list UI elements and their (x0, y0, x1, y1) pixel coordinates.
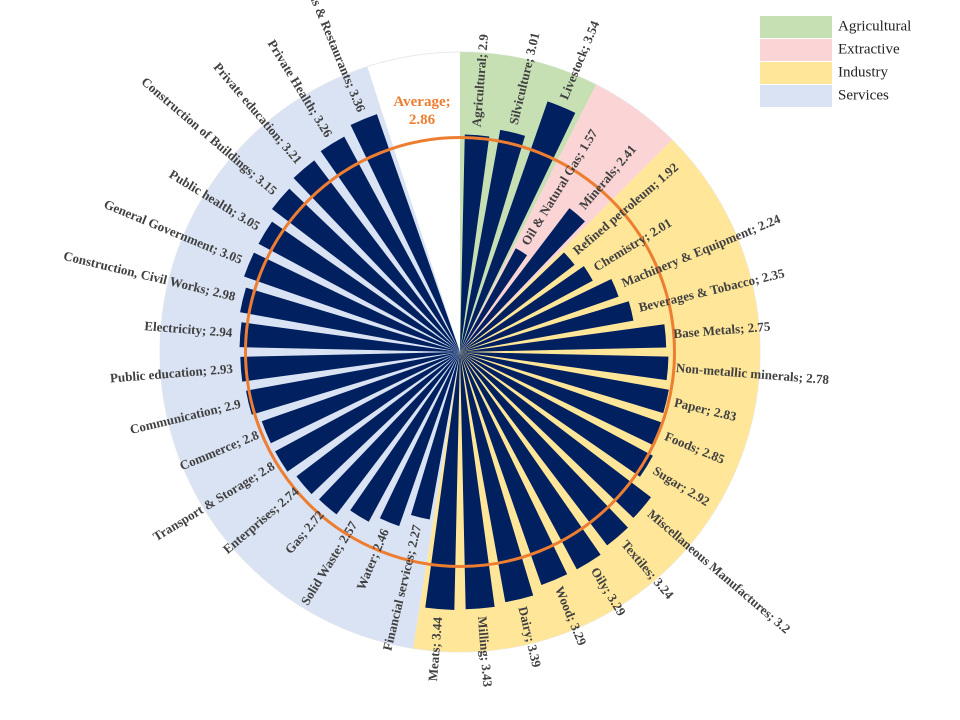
legend: Agricultural Extractive Industry Services (760, 16, 911, 107)
data-label: Electricity; 2.94 (144, 318, 233, 340)
bar (460, 101, 576, 352)
legend-swatch (760, 85, 832, 107)
data-label: Milling; 3.43 (475, 616, 496, 688)
average-label: Average; 2.86 (393, 94, 450, 128)
data-label: Miscellaneous Manufactures; 3.2 (645, 506, 794, 636)
bar (320, 136, 460, 352)
average-circle (244, 136, 676, 568)
bar (296, 352, 460, 495)
bar (293, 160, 460, 352)
average-label-line: 2.86 (409, 112, 436, 128)
bar (460, 266, 593, 352)
data-label: Agricultural; 2.9 (469, 33, 491, 128)
bar (245, 352, 460, 415)
bar (350, 114, 460, 353)
bar (244, 252, 460, 352)
bar (240, 287, 460, 352)
legend-label: Services (838, 87, 889, 103)
bar (460, 352, 669, 414)
bar (460, 352, 652, 518)
legend-label: Agricultural (838, 18, 911, 34)
bar (460, 352, 653, 477)
legend-swatch (760, 39, 832, 61)
bar (460, 248, 528, 352)
bar (275, 352, 460, 472)
bar (460, 252, 575, 352)
bar (318, 352, 460, 515)
bar (460, 352, 568, 585)
average-label-line: Average; (393, 94, 450, 110)
bar (239, 322, 460, 352)
bar (240, 352, 460, 382)
bar (410, 352, 460, 520)
bar (460, 352, 601, 570)
bar (261, 352, 460, 444)
bar (460, 134, 490, 352)
bar (460, 352, 662, 445)
legend-swatch (760, 62, 832, 84)
legend-label: Extractive (838, 41, 900, 57)
legend-label: Industry (838, 64, 888, 80)
bar (258, 221, 460, 352)
bar (425, 352, 460, 610)
bar (271, 188, 460, 352)
bar (460, 352, 495, 610)
data-label: Meats; 3.44 (425, 616, 445, 682)
bar (460, 352, 629, 546)
bar (350, 352, 460, 522)
bar (460, 208, 585, 352)
bar (460, 352, 669, 381)
bar (460, 279, 619, 352)
bars (239, 101, 676, 610)
bar (460, 129, 526, 352)
bar (379, 352, 460, 527)
legend-swatch (760, 16, 832, 38)
bar (460, 352, 534, 603)
bar (460, 301, 634, 352)
bar (460, 324, 667, 352)
